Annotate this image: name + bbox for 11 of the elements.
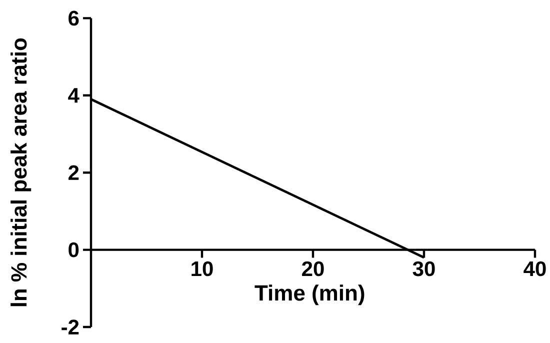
y-axis-title: ln % initial peak area ratio [10, 38, 32, 306]
x-tick-label: 30 [412, 261, 435, 276]
y-tick-label: 2 [68, 165, 79, 180]
x-tick-label: 10 [192, 261, 213, 276]
y-tick-label: 6 [68, 10, 79, 26]
y-tick-label: 0 [68, 242, 79, 258]
x-tick-label: 20 [302, 261, 324, 276]
y-tick-label: -2 [62, 320, 79, 334]
x-axis-title: Time (min) [254, 284, 364, 306]
x-tick-label: 40 [524, 261, 546, 276]
y-tick-label: 4 [68, 88, 80, 103]
